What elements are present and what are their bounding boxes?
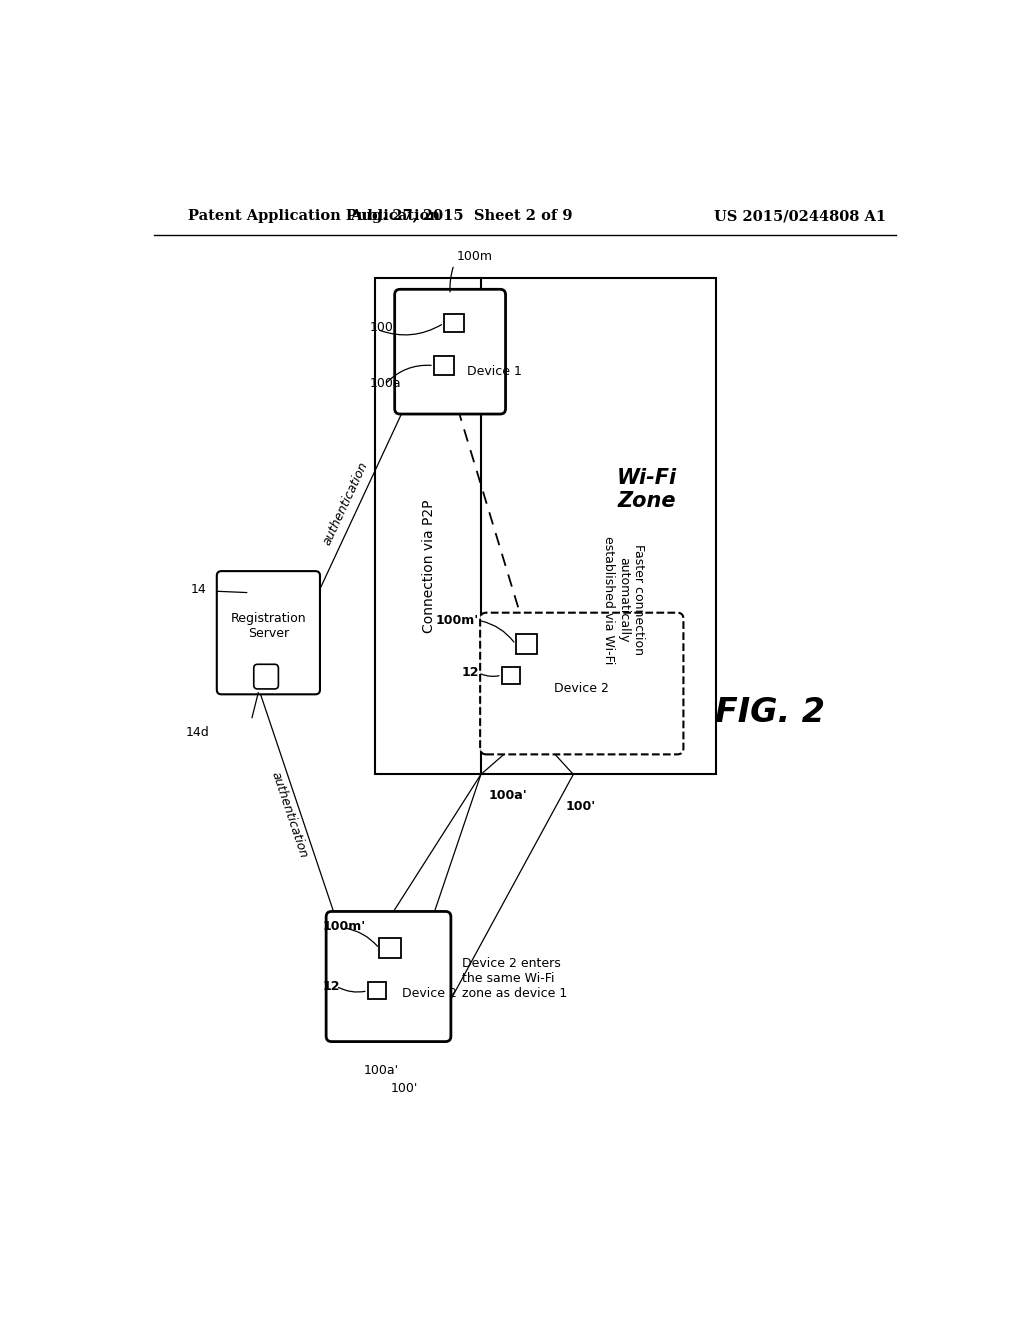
- Text: 100m': 100m': [323, 920, 367, 933]
- Text: Device 2: Device 2: [402, 987, 458, 1001]
- Text: Wi-Fi
Zone: Wi-Fi Zone: [616, 467, 677, 511]
- Text: Device 2 enters
the same Wi-Fi
zone as device 1: Device 2 enters the same Wi-Fi zone as d…: [462, 957, 567, 1001]
- Text: Device 2: Device 2: [554, 681, 609, 694]
- FancyBboxPatch shape: [217, 572, 319, 694]
- Text: 100m: 100m: [457, 251, 493, 264]
- Text: authentication: authentication: [321, 459, 371, 548]
- FancyBboxPatch shape: [480, 612, 683, 755]
- Text: 100a': 100a': [364, 1064, 398, 1077]
- Text: 100a': 100a': [488, 789, 527, 803]
- Bar: [434, 356, 454, 375]
- Bar: [379, 939, 400, 958]
- Text: 100': 100': [565, 800, 596, 813]
- Text: 100: 100: [370, 321, 393, 334]
- Bar: [515, 635, 538, 655]
- Text: authentication: authentication: [269, 770, 310, 859]
- Text: 100m': 100m': [435, 614, 478, 627]
- Bar: [368, 982, 386, 999]
- Text: 12: 12: [461, 667, 478, 680]
- Text: Device 1: Device 1: [467, 366, 522, 379]
- Text: Faster connection
automatically
established via Wi-Fi: Faster connection automatically establis…: [602, 536, 645, 664]
- Text: 14d: 14d: [186, 726, 210, 739]
- FancyBboxPatch shape: [254, 664, 279, 689]
- Bar: [376, 277, 716, 775]
- Text: Connection via P2P: Connection via P2P: [422, 500, 435, 634]
- FancyBboxPatch shape: [394, 289, 506, 414]
- Text: Aug. 27, 2015  Sheet 2 of 9: Aug. 27, 2015 Sheet 2 of 9: [350, 209, 572, 223]
- Text: FIG. 2: FIG. 2: [715, 697, 824, 729]
- Bar: [502, 667, 520, 684]
- FancyBboxPatch shape: [326, 911, 451, 1041]
- Text: Patent Application Publication: Patent Application Publication: [188, 209, 440, 223]
- Text: Registration
Server: Registration Server: [230, 611, 306, 640]
- Text: 100': 100': [390, 1082, 418, 1096]
- Text: 14: 14: [190, 583, 206, 597]
- Text: US 2015/0244808 A1: US 2015/0244808 A1: [715, 209, 887, 223]
- Bar: [444, 314, 464, 333]
- Text: 12: 12: [323, 979, 341, 993]
- Text: 100a: 100a: [370, 376, 400, 389]
